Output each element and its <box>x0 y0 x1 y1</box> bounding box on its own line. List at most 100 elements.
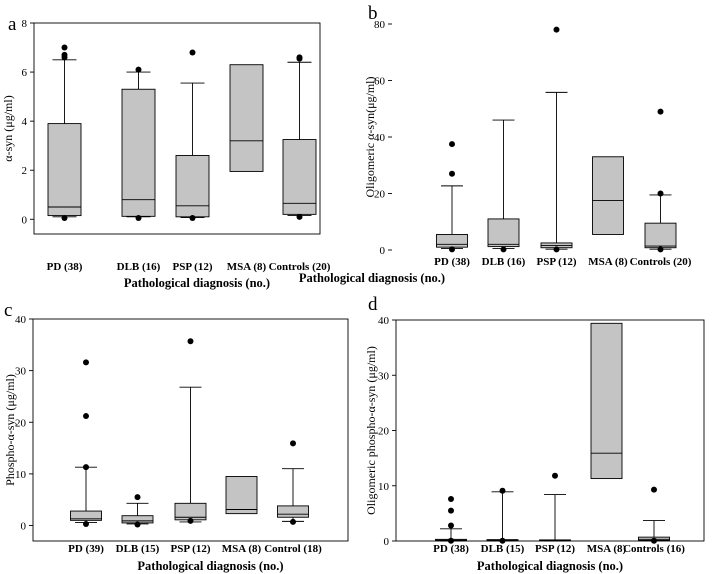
outlier-point <box>187 517 194 524</box>
category-label: Controls (20) <box>630 256 692 268</box>
category-label: PD (38) <box>433 543 469 555</box>
category-label: DLB (16) <box>117 261 161 273</box>
box-group-3 <box>539 472 571 542</box>
box-iqr <box>277 505 309 518</box>
outlier-point <box>61 215 68 222</box>
y-tick-label: 0 <box>22 214 28 226</box>
category-label: Controls (16) <box>623 543 685 555</box>
box-iqr <box>225 476 258 515</box>
box-group-4 <box>225 476 258 515</box>
outlier-point <box>448 507 454 514</box>
outlier-point <box>449 141 455 148</box>
outlier-point <box>189 215 196 222</box>
outlier-point <box>651 537 657 544</box>
category-label: DLB (15) <box>481 543 525 555</box>
y-tick-label: 40 <box>374 132 386 144</box>
outlier-point <box>83 464 89 471</box>
outlier-point <box>134 521 141 528</box>
y-tick-label: 20 <box>15 417 27 429</box>
y-tick-label: 8 <box>22 18 28 30</box>
box-group-2 <box>487 119 520 253</box>
y-tick-label: 20 <box>378 426 390 438</box>
plot-frame <box>33 22 321 235</box>
category-label: PSP (12) <box>536 256 576 268</box>
box-iqr <box>436 234 468 248</box>
y-tick-label: 80 <box>374 19 386 31</box>
outlier-point <box>61 44 68 51</box>
panel-d: d 0 10 20 30 40 PD (38) DLB (15) PSP (12) MSA (8)… <box>364 294 705 573</box>
outlier-point <box>651 486 657 493</box>
panel-letter: d <box>368 294 378 315</box>
outlier-point <box>135 215 142 222</box>
y-tick-label: 30 <box>378 370 390 382</box>
box-iqr <box>644 222 677 249</box>
outlier-point <box>657 246 664 253</box>
outlier-point <box>657 108 664 115</box>
y-tick-label: 0 <box>384 536 390 548</box>
y-tick-label: 10 <box>378 481 390 493</box>
category-label: PSP (12) <box>535 543 575 555</box>
x-axis-label: Pathological diagnosis (no.) <box>124 276 270 290</box>
category-label: PSP (12) <box>172 261 212 273</box>
box-group-5 <box>277 440 309 525</box>
outlier-point <box>134 494 141 501</box>
box-iqr <box>229 64 264 172</box>
box-iqr <box>487 218 520 248</box>
panel-a: a 0 2 4 6 8 PD (38) DLB (16) PSP (12) MSA (8) Cont… <box>1 14 331 290</box>
box-group-4 <box>592 156 624 235</box>
box-group-5 <box>282 54 317 220</box>
y-tick-label: 6 <box>22 67 28 79</box>
outlier-point <box>449 170 455 177</box>
y-axis-label: Phospho-α-syn (μg/ml) <box>3 374 17 486</box>
box-group-1 <box>47 44 82 222</box>
x-axis-label: Pathological diagnosis (no.) <box>477 559 623 573</box>
y-tick-label: 2 <box>22 165 28 177</box>
box-group-4 <box>229 64 264 172</box>
outlier-point <box>448 537 454 544</box>
y-tick-label: 20 <box>374 189 386 201</box>
outlier-point <box>553 26 560 33</box>
box-group-2 <box>121 66 156 222</box>
y-tick-label: 40 <box>15 314 27 326</box>
x-axis-label: Pathological diagnosis (no.) <box>137 559 283 573</box>
category-label: MSA (8) <box>588 256 628 268</box>
category-label: DLB (15) <box>116 543 160 555</box>
panel-c: c 0 10 20 30 40 PD (39) DLB (15) PSP (12) MSA (8)… <box>3 300 349 573</box>
outlier-point <box>499 487 506 494</box>
panel-letter: a <box>8 14 17 35</box>
box-group-1 <box>436 141 468 253</box>
box-group-1 <box>435 496 467 544</box>
outlier-point <box>187 338 194 345</box>
category-label: Controls (20) <box>269 261 331 273</box>
outlier-point <box>290 440 296 447</box>
box-iqr <box>282 139 317 215</box>
outlier-point <box>657 190 664 197</box>
box-group-4 <box>590 322 623 480</box>
box-iqr <box>592 156 624 235</box>
outlier-point <box>83 359 89 366</box>
box-group-5 <box>644 108 677 253</box>
category-label: PD (38) <box>47 261 83 273</box>
panel-b: b 0 20 40 60 80 PD (38) DLB (16) PSP (12) MSA (8)… <box>299 3 692 285</box>
outlier-point <box>499 537 506 544</box>
outlier-point <box>296 213 303 220</box>
outlier-point <box>83 413 89 420</box>
y-tick-label: 10 <box>15 469 27 481</box>
plot-frame <box>395 319 705 542</box>
outlier-point <box>448 496 454 503</box>
box-iqr <box>47 123 82 217</box>
x-axis-label: Pathological diagnosis (no.) <box>299 271 445 285</box>
box-iqr <box>121 88 156 217</box>
outlier-point <box>552 472 558 479</box>
y-tick-label: 0 <box>380 245 386 257</box>
category-label: Control (18) <box>264 543 322 555</box>
outlier-point <box>553 246 560 253</box>
category-label: PD (39) <box>68 543 104 555</box>
y-tick-label: 30 <box>15 366 27 378</box>
category-label: PD (38) <box>434 256 470 268</box>
category-label: MSA (8) <box>222 543 262 555</box>
outlier-point <box>448 522 454 529</box>
y-axis-label: α-syn (μg/ml) <box>1 95 15 161</box>
outlier-point <box>500 246 507 253</box>
outlier-point <box>449 246 455 253</box>
